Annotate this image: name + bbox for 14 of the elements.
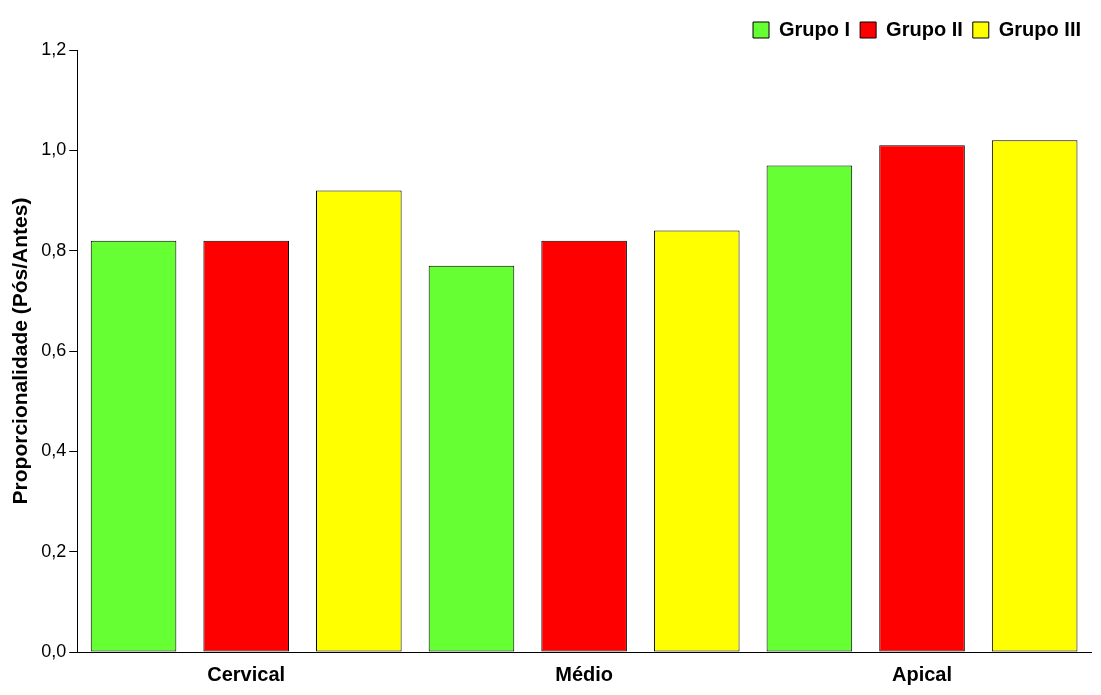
x-tick-label: Médio <box>555 662 613 685</box>
y-axis-title: Proporcionalidade (Pós/Antes) <box>8 197 32 505</box>
legend-label: Grupo II <box>886 17 963 40</box>
y-tick-label: 0,8 <box>41 239 67 260</box>
y-tick-label: 0,4 <box>41 440 67 461</box>
x-tick-label: Cervical <box>207 662 286 685</box>
y-tick-label: 1,0 <box>41 139 67 160</box>
y-tick-label: 1,2 <box>41 38 67 59</box>
y-tick-label: 0,0 <box>41 640 67 661</box>
legend-label: Grupo I <box>779 17 851 40</box>
legend-label: Grupo III <box>998 17 1081 40</box>
x-tick-label: Apical <box>892 662 953 685</box>
y-tick-label: 0,2 <box>41 540 67 561</box>
y-tick-label: 0,6 <box>41 339 67 360</box>
